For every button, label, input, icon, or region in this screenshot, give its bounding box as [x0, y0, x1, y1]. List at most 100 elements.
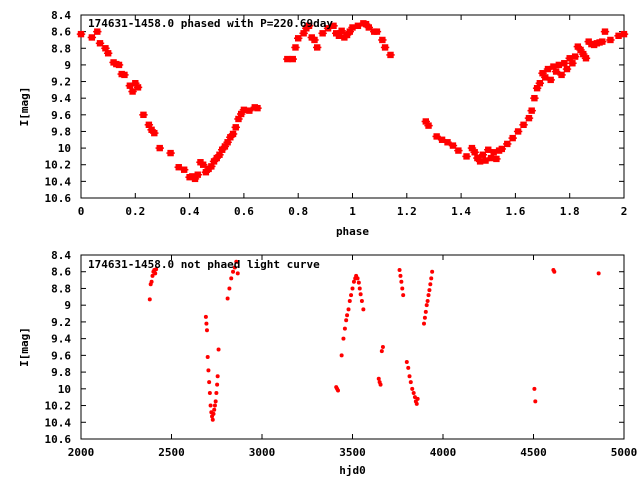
data-point	[227, 286, 232, 291]
y-tick-label: 9.2	[51, 316, 71, 329]
x-tick-label: 1.8	[560, 205, 580, 218]
data-point	[428, 282, 433, 287]
data-point	[213, 399, 218, 404]
y-tick-label: 9.8	[51, 366, 71, 379]
x-axis-label: phase	[336, 225, 369, 238]
data-point	[207, 380, 212, 385]
data-point	[216, 347, 221, 352]
y-tick-label: 9.4	[51, 333, 71, 346]
x-tick-label: 3000	[249, 446, 276, 459]
y-tick-label: 9.8	[51, 125, 71, 138]
y-tick-label: 8.8	[51, 42, 71, 55]
data-point	[341, 336, 346, 341]
data-point	[401, 293, 406, 298]
data-point	[231, 269, 236, 274]
y-tick-label: 8.8	[51, 282, 71, 295]
data-point	[349, 293, 354, 298]
data-series	[76, 20, 629, 183]
x-tick-label: 5000	[611, 446, 638, 459]
data-point	[351, 279, 356, 284]
data-point	[398, 273, 403, 278]
data-point	[400, 286, 405, 291]
y-tick-label: 8.4	[51, 9, 71, 22]
data-point	[229, 276, 234, 281]
data-point	[422, 315, 427, 320]
data-point	[533, 399, 538, 404]
data-point	[235, 271, 240, 276]
y-tick-label: 9.2	[51, 76, 71, 89]
y-tick-label: 9.6	[51, 349, 71, 362]
data-point	[357, 286, 362, 291]
data-point	[426, 293, 431, 298]
plot-frame	[80, 14, 625, 199]
data-point	[423, 309, 428, 314]
x-tick-label: 1.2	[397, 205, 417, 218]
x-tick-label: 4500	[520, 446, 547, 459]
x-tick-label: 2	[621, 205, 628, 218]
data-point	[414, 401, 419, 406]
y-tick-label: 8.4	[51, 249, 71, 262]
x-tick-label: 0.2	[125, 205, 145, 218]
data-point	[356, 280, 361, 285]
x-tick-label: 4000	[430, 446, 457, 459]
data-point	[346, 307, 351, 312]
data-point	[339, 353, 344, 358]
y-tick-label: 9.4	[51, 92, 71, 105]
y-tick-label: 10	[58, 142, 71, 155]
data-point	[378, 382, 383, 387]
data-point	[149, 279, 154, 284]
x-tick-label: 0.4	[180, 205, 200, 218]
data-point	[424, 303, 429, 308]
y-tick-label: 10	[58, 383, 71, 396]
data-point	[421, 321, 426, 326]
data-point	[147, 297, 152, 302]
y-tick-label: 10.6	[45, 192, 72, 205]
data-series	[147, 259, 601, 422]
x-tick-label: 0.6	[234, 205, 254, 218]
data-point	[361, 307, 366, 312]
y-tick-label: 10.4	[45, 175, 72, 188]
data-point	[407, 374, 412, 379]
data-point	[347, 299, 352, 303]
data-point	[410, 386, 415, 391]
data-point	[154, 267, 159, 272]
data-point	[430, 269, 435, 274]
data-point	[425, 299, 430, 303]
y-tick-label: 10.4	[45, 416, 72, 429]
data-point	[429, 276, 434, 281]
data-point	[203, 314, 208, 319]
data-point	[355, 276, 360, 281]
data-point	[232, 265, 237, 270]
data-point	[215, 374, 220, 379]
data-point	[376, 376, 381, 381]
y-tick-label: 10.2	[45, 159, 72, 172]
y-tick-label: 8.6	[51, 26, 71, 39]
x-tick-label: 1.4	[451, 205, 471, 218]
data-point	[205, 355, 210, 360]
data-point	[404, 360, 409, 365]
data-point	[212, 407, 217, 412]
data-point	[215, 382, 220, 387]
data-point	[596, 271, 601, 276]
data-point	[206, 368, 211, 373]
data-point	[399, 279, 404, 284]
data-point	[204, 328, 209, 333]
data-point	[344, 318, 349, 323]
data-point	[380, 345, 385, 349]
x-tick-label: 1	[349, 205, 356, 218]
data-point	[406, 365, 411, 370]
y-tick-label: 9	[64, 299, 71, 312]
data-point	[204, 321, 209, 326]
data-point	[208, 403, 213, 408]
data-point	[345, 313, 350, 318]
data-point	[379, 349, 384, 354]
y-tick-label: 10.2	[45, 400, 72, 413]
data-point	[153, 271, 158, 276]
data-point	[415, 396, 420, 401]
data-point	[234, 259, 239, 264]
data-point	[358, 292, 363, 297]
data-point	[150, 273, 155, 278]
x-tick-label: 1.6	[505, 205, 525, 218]
raw-light-curve-panel: 2000 2500 3000 3500 4000 4500 5000 8.4 8.6 8.8 9 9.…	[18, 249, 637, 477]
